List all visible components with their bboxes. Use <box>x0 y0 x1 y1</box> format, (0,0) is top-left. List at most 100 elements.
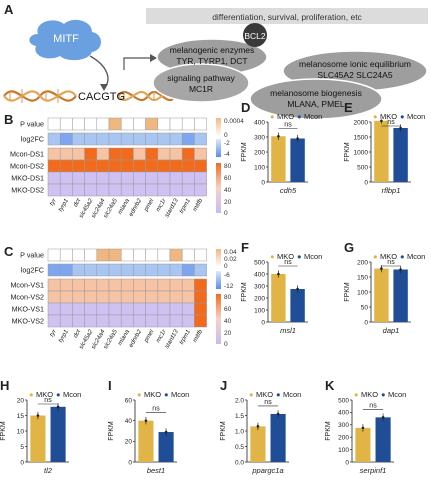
gene-label: tl2 <box>44 466 53 475</box>
heat-cell <box>194 248 207 262</box>
y-tick-label: 200 <box>357 259 368 266</box>
legend-mko-label: MKO <box>277 252 294 261</box>
target-arrow-head-icon <box>150 54 157 62</box>
significance-label: ns <box>44 397 52 404</box>
heat-cell <box>108 147 122 161</box>
y-axis-label: FPKM <box>108 421 115 441</box>
heat-cell <box>181 302 195 316</box>
gene-label: mitfb <box>191 328 204 344</box>
heat-cell <box>47 263 61 277</box>
heat-cell <box>157 171 171 185</box>
data-point <box>296 137 299 140</box>
y-axis-label: FPKM <box>241 142 248 162</box>
heat-cell <box>145 248 159 262</box>
legend-mko-marker: ● <box>373 112 378 121</box>
y-tick-label: 0 <box>128 459 132 466</box>
heat-cell <box>72 171 85 185</box>
heat-cell <box>72 132 85 146</box>
heat-cell <box>47 314 61 328</box>
heat-cell <box>157 147 171 161</box>
y-tick-label: 300 <box>254 134 265 141</box>
heat-cell <box>59 183 73 197</box>
binding-arrow <box>89 55 109 89</box>
data-point <box>380 119 383 123</box>
heat-cell <box>145 159 159 173</box>
bar-mko <box>355 427 371 462</box>
scale-tick: 40 <box>224 187 232 194</box>
y-tick-label: 0 <box>364 179 368 186</box>
heat-cell <box>181 263 195 277</box>
heat-cell <box>120 314 134 328</box>
heat-cell <box>145 147 159 161</box>
heat-cell <box>84 159 98 173</box>
signaling-pathway-blob <box>152 63 250 103</box>
heat-cell <box>96 314 110 328</box>
gene-label: ednrb2 <box>128 197 144 218</box>
heat-cell <box>47 147 61 161</box>
row-label: MKO-VS2 <box>12 317 44 326</box>
heat-cell <box>108 183 122 197</box>
legend-mko-label: MKO <box>380 252 397 261</box>
heat-cell <box>194 117 207 131</box>
box-label: melanogenic enzymes <box>170 45 255 55</box>
y-tick-label: 2.0 <box>235 397 244 404</box>
heat-cell <box>133 314 146 328</box>
heat-cell <box>157 159 171 173</box>
scale-tick: -2 <box>224 140 230 147</box>
y-tick-label: 2000 <box>354 119 369 126</box>
panel-letter: J <box>220 378 227 393</box>
heat-cell <box>84 132 98 146</box>
gene-label: dct <box>72 328 82 339</box>
ebox-motif: CACGTG <box>78 91 125 103</box>
y-tick-label: 500 <box>338 397 349 404</box>
heat-cell <box>72 248 85 262</box>
gene-label: trpm1 <box>178 329 192 346</box>
target-arrow <box>123 57 150 70</box>
heat-cell <box>157 132 171 146</box>
mitf-label: MITF <box>53 33 79 45</box>
data-point <box>399 268 402 271</box>
heat-cell <box>96 302 110 316</box>
heat-cell <box>181 171 195 185</box>
heat-cell <box>96 132 110 146</box>
heat-cell <box>120 302 134 316</box>
data-point <box>277 272 280 276</box>
legend-mcon-label: Mcon <box>388 390 406 399</box>
heat-cell <box>133 278 146 292</box>
legend-mko-label: MKO <box>144 390 161 399</box>
legend-mcon-marker: ● <box>164 390 169 399</box>
box-label: melanosome biogenesis <box>270 88 362 98</box>
heat-cell <box>120 117 134 131</box>
gene-label: tyrp1 <box>57 198 70 213</box>
heat-cell <box>120 263 134 277</box>
legend-mko-marker: ● <box>249 390 254 399</box>
y-tick-label: 100 <box>254 164 265 171</box>
legend-mcon-label: Mcon <box>304 252 322 261</box>
heat-cell <box>96 183 110 197</box>
heat-cell <box>108 117 122 131</box>
heat-cell <box>84 117 98 131</box>
heat-cell <box>133 183 146 197</box>
heat-cell <box>120 159 134 173</box>
bar-mko <box>374 268 389 322</box>
heat-cell <box>181 159 195 173</box>
heat-cell <box>47 290 61 304</box>
dna-helix-icon <box>3 89 177 103</box>
y-tick-label: 50 <box>361 304 369 311</box>
heat-cell <box>59 171 73 185</box>
y-tick-label: 5 <box>20 444 24 451</box>
heat-cell <box>145 278 159 292</box>
scale-tick: 0.04 <box>224 249 237 256</box>
heat-cell <box>169 117 183 131</box>
heat-cell <box>157 314 171 328</box>
heat-cell <box>72 290 85 304</box>
heat-cell <box>59 263 73 277</box>
log-scale-bar <box>216 139 221 157</box>
legend-mko-label: MKO <box>36 390 53 399</box>
heat-cell <box>133 171 146 185</box>
heat-cell <box>108 302 122 316</box>
